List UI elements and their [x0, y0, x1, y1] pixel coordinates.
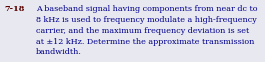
Text: A baseband signal having components from near dc to: A baseband signal having components from… — [36, 5, 257, 13]
Text: 7-18: 7-18 — [5, 5, 25, 13]
Text: 8 kHz is used to frequency modulate a high-frequency: 8 kHz is used to frequency modulate a hi… — [36, 16, 257, 24]
Text: bandwidth.: bandwidth. — [36, 48, 82, 56]
Text: carrier, and the maximum frequency deviation is set: carrier, and the maximum frequency devia… — [36, 27, 249, 35]
Text: at ±12 kHz. Determine the approximate transmission: at ±12 kHz. Determine the approximate tr… — [36, 38, 254, 46]
